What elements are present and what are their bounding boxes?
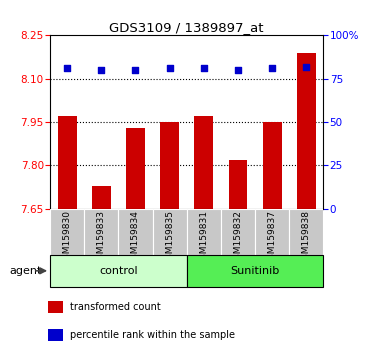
Bar [255, 209, 289, 255]
Point [167, 65, 173, 71]
Point [235, 67, 241, 73]
Title: GDS3109 / 1389897_at: GDS3109 / 1389897_at [109, 21, 264, 34]
Bar [187, 255, 323, 287]
Bar [58, 116, 77, 209]
Bar [263, 122, 281, 209]
Text: GSM159835: GSM159835 [165, 210, 174, 265]
Bar [48, 329, 64, 341]
Text: transformed count: transformed count [70, 302, 161, 312]
Text: GSM159838: GSM159838 [302, 210, 311, 265]
Text: GSM159830: GSM159830 [63, 210, 72, 265]
Bar [119, 209, 152, 255]
Text: GSM159832: GSM159832 [233, 210, 243, 265]
Point [64, 65, 70, 71]
Text: Sunitinib: Sunitinib [231, 266, 280, 276]
Point [98, 67, 104, 73]
Point [269, 65, 275, 71]
Text: agent: agent [9, 266, 42, 276]
Point [132, 67, 139, 73]
Bar [160, 122, 179, 209]
Text: control: control [99, 266, 138, 276]
Bar [50, 255, 187, 287]
Point [303, 64, 310, 69]
Bar [48, 301, 64, 313]
Text: GSM159831: GSM159831 [199, 210, 208, 265]
Bar [92, 186, 111, 209]
Bar [50, 209, 84, 255]
Bar [126, 128, 145, 209]
Bar [187, 209, 221, 255]
Bar [221, 209, 255, 255]
Point [201, 65, 207, 71]
Bar [152, 209, 187, 255]
Text: percentile rank within the sample: percentile rank within the sample [70, 330, 236, 341]
Text: GSM159837: GSM159837 [268, 210, 277, 265]
Bar [289, 209, 323, 255]
Bar [229, 160, 248, 209]
Bar [194, 116, 213, 209]
Bar [297, 53, 316, 209]
Text: GSM159833: GSM159833 [97, 210, 106, 265]
Text: GSM159834: GSM159834 [131, 210, 140, 265]
Bar [84, 209, 119, 255]
